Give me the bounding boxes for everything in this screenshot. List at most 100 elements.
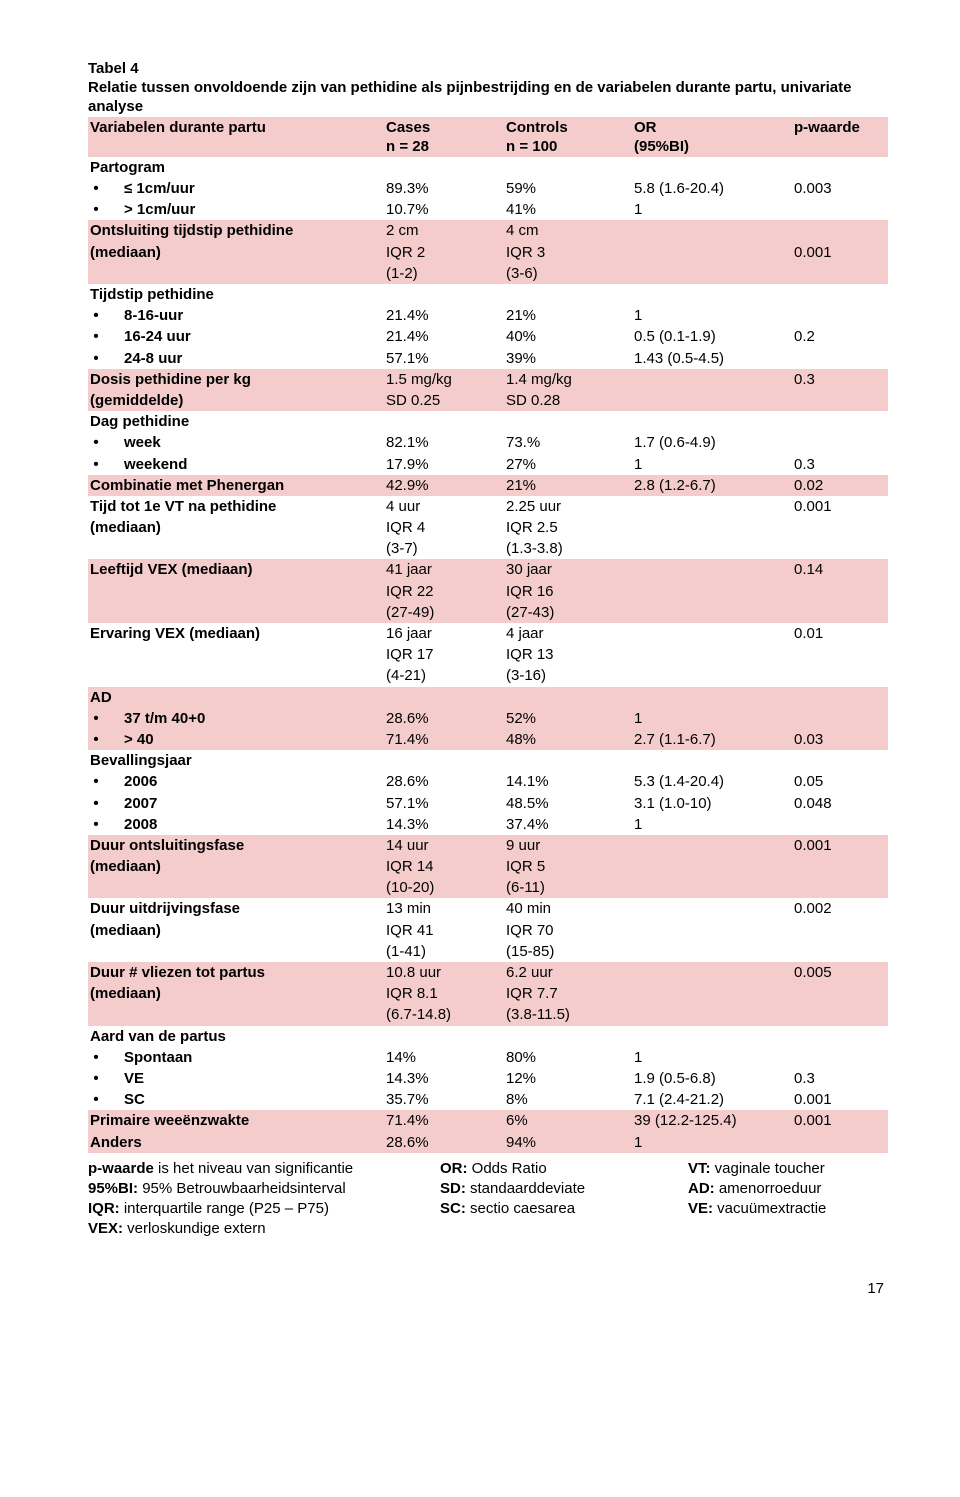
cell-variable [88,263,384,284]
cell-value [632,538,792,559]
table-row: •VE14.3%12%1.9 (0.5-6.8)0.3 [88,1068,888,1089]
table-row: •8-16-uur21.4%21%1 [88,305,888,326]
cell-value: 16 jaar [384,623,504,644]
cell-value: (1-41) [384,941,504,962]
cell-value: 1 [632,454,792,475]
cell-value: IQR 14 [384,856,504,877]
cell-value: 21.4% [384,326,504,347]
cell-value: 28.6% [384,771,504,792]
table-row: IQR 17IQR 13 [88,644,888,665]
cell-value: 4 uur [384,496,504,517]
legend-cell: SD: standaarddeviate [440,1179,688,1199]
cell-value: 13 min [384,898,504,919]
header-cases: Casesn = 28 [384,117,504,157]
cell-value: 71.4% [384,729,504,750]
cell-value: 0.5 (0.1-1.9) [632,326,792,347]
cell-value: 41 jaar [384,559,504,580]
table-row: Aard van de partus [88,1026,888,1047]
cell-value: (6-11) [504,877,632,898]
cell-value: 0.001 [792,242,888,263]
cell-value: 0.048 [792,793,888,814]
cell-value: 7.1 (2.4-21.2) [632,1089,792,1110]
cell-value [792,538,888,559]
cell-value: 0.002 [792,898,888,919]
cell-variable: Duur ontsluitingsfase [88,835,384,856]
cell-value: 0.001 [792,1110,888,1131]
table-row: (10-20)(6-11) [88,877,888,898]
cell-value [792,856,888,877]
legend-cell: p-waarde is het niveau van significantie [88,1159,440,1179]
cell-variable: Primaire weeënzwakte [88,1110,384,1131]
cell-value [384,750,504,771]
cell-variable: Aard van de partus [88,1026,384,1047]
cell-value: 0.2 [792,326,888,347]
cell-value [504,750,632,771]
cell-value: 2 cm [384,220,504,241]
cell-value: 0.03 [792,729,888,750]
cell-value: IQR 22 [384,581,504,602]
table-row: •≤ 1cm/uur89.3%59%5.8 (1.6-20.4)0.003 [88,178,888,199]
cell-value [792,411,888,432]
cell-value [632,369,792,390]
cell-value: 3.1 (1.0-10) [632,793,792,814]
cell-value: 21% [504,305,632,326]
cell-variable [88,538,384,559]
cell-variable [88,644,384,665]
cell-value: IQR 16 [504,581,632,602]
header-pvalue: p-waarde [792,117,888,157]
cell-variable: AD [88,687,384,708]
cell-value: 0.001 [792,1089,888,1110]
cell-value: 14.3% [384,814,504,835]
cell-value: (15-85) [504,941,632,962]
cell-value [792,517,888,538]
cell-value: (1-2) [384,263,504,284]
cell-variable: •SC [88,1089,384,1110]
table-row: Duur uitdrijvingsfase13 min40 min0.002 [88,898,888,919]
cell-variable: •2008 [88,814,384,835]
legend-cell [440,1219,688,1239]
cell-variable: •> 40 [88,729,384,750]
cell-value [792,220,888,241]
cell-variable: (mediaan) [88,920,384,941]
cell-value: 30 jaar [504,559,632,580]
cell-value [792,814,888,835]
page-number: 17 [88,1280,888,1297]
cell-value: 1 [632,1132,792,1153]
legend-cell: 95%BI: 95% Betrouwbaarheidsinterval [88,1179,440,1199]
cell-value [632,941,792,962]
table-row: (mediaan)IQR 8.1IQR 7.7 [88,983,888,1004]
cell-value: IQR 2 [384,242,504,263]
table-row: Combinatie met Phenergan42.9%21%2.8 (1.2… [88,475,888,496]
cell-variable: •weekend [88,454,384,475]
cell-value: 42.9% [384,475,504,496]
cell-variable: •> 1cm/uur [88,199,384,220]
cell-value: IQR 8.1 [384,983,504,1004]
cell-value: IQR 41 [384,920,504,941]
table-row: Tijd tot 1e VT na pethidine4 uur2.25 uur… [88,496,888,517]
table-row: •SC35.7%8%7.1 (2.4-21.2)0.001 [88,1089,888,1110]
cell-value: 6.2 uur [504,962,632,983]
cell-value: 48.5% [504,793,632,814]
cell-value [632,284,792,305]
cell-variable: Ervaring VEX (mediaan) [88,623,384,644]
cell-variable: •37 t/m 40+0 [88,708,384,729]
cell-value [632,242,792,263]
cell-value: IQR 3 [504,242,632,263]
cell-value: 57.1% [384,793,504,814]
cell-variable [88,665,384,686]
cell-value: 2.8 (1.2-6.7) [632,475,792,496]
cell-value: 21.4% [384,305,504,326]
table-row: •37 t/m 40+028.6%52%1 [88,708,888,729]
cell-value [792,920,888,941]
cell-value: (6.7-14.8) [384,1004,504,1025]
cell-value: 94% [504,1132,632,1153]
cell-value: 40 min [504,898,632,919]
cell-value: IQR 70 [504,920,632,941]
table-row: Ervaring VEX (mediaan)16 jaar4 jaar0.01 [88,623,888,644]
table-row: •> 1cm/uur10.7%41%1 [88,199,888,220]
cell-value [792,581,888,602]
cell-value: 0.3 [792,369,888,390]
cell-variable: Ontsluiting tijdstip pethidine [88,220,384,241]
cell-variable: Dosis pethidine per kg [88,369,384,390]
legend-row: 95%BI: 95% BetrouwbaarheidsintervalSD: s… [88,1179,888,1199]
